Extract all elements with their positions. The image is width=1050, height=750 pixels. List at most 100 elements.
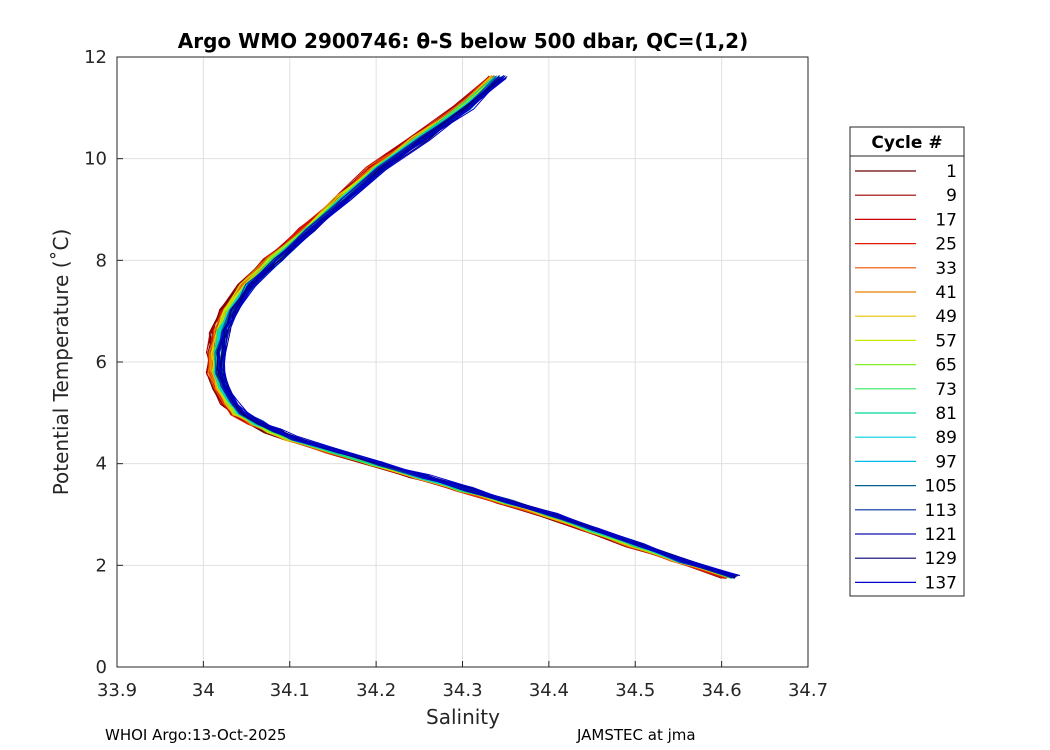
x-tick-label: 34.1 — [270, 680, 310, 701]
chart-title: Argo WMO 2900746: θ-S below 500 dbar, QC… — [178, 29, 748, 53]
profile-line-cycle-129 — [218, 76, 736, 579]
profile-line-cycle-121 — [220, 76, 733, 576]
y-tick-label: 8 — [96, 250, 107, 271]
profile-line-cycle-81 — [213, 76, 732, 576]
profile-line-cycle-89 — [213, 75, 729, 577]
x-tick-label: 34.6 — [702, 680, 742, 701]
legend-label: 49 — [935, 307, 957, 327]
y-tick-label: 6 — [96, 352, 107, 373]
profile-line-cycle-121 — [215, 76, 734, 578]
profile-line-cycle-81 — [215, 77, 732, 578]
profile-line-cycle-65 — [216, 76, 729, 576]
legend-entries: 1 9 17 25 33 41 49 57 65 73 81 89 97 105 113 121 129 137 — [855, 162, 957, 593]
profile-line-cycle-41 — [208, 75, 728, 578]
profile-line-cycle-1 — [206, 75, 721, 577]
x-tick-label: 34 — [192, 680, 215, 701]
profile-line-cycle-1 — [207, 78, 725, 579]
legend-label: 65 — [935, 356, 957, 376]
legend-label: 81 — [935, 404, 957, 424]
legend-label: 137 — [925, 573, 957, 593]
legend-label: 113 — [925, 501, 957, 521]
footer-source-date: WHOI Argo:13-Oct-2025 — [105, 726, 287, 744]
profile-line-cycle-81 — [214, 75, 733, 577]
legend-label: 73 — [935, 380, 957, 400]
x-tick-label: 34.5 — [615, 680, 655, 701]
profile-line-cycle-41 — [214, 78, 730, 576]
profile-line-cycle-9 — [210, 77, 722, 576]
profile-line-cycle-89 — [216, 76, 732, 576]
x-tick-label: 34.4 — [529, 680, 569, 701]
x-tick-label: 34.2 — [356, 680, 396, 701]
profile-line-cycle-33 — [213, 78, 731, 576]
legend-box — [849, 126, 965, 597]
profile-line-cycle-137 — [223, 74, 741, 577]
profile-line-cycle-113 — [221, 78, 736, 576]
y-axis-label: Potential Temperature (˚C) — [49, 229, 73, 496]
x-tick-label: 34.7 — [788, 680, 828, 701]
profile-line-cycle-97 — [217, 75, 734, 578]
footer-credit: JAMSTEC at jma — [577, 726, 696, 744]
profile-line-cycle-105 — [214, 77, 732, 578]
profile-line-cycle-121 — [219, 77, 735, 579]
profile-line-cycle-89 — [216, 75, 732, 578]
legend-label: 129 — [925, 549, 957, 569]
profile-line-cycle-1 — [206, 76, 724, 577]
profile-line-cycle-73 — [215, 77, 732, 577]
profile-line-cycle-57 — [213, 77, 729, 577]
profile-line-cycle-9 — [210, 78, 727, 579]
profile-line-cycle-73 — [215, 76, 734, 577]
profile-line-cycle-129 — [222, 75, 737, 578]
profile-line-cycle-89 — [215, 76, 734, 577]
profile-line-cycle-17 — [206, 77, 723, 576]
axis-ticks: 33.9 34 34.1 34.2 34.3 34.4 34.5 34.6 34.7 0 2 4 6 8 1… — [84, 47, 828, 701]
x-tick-label: 34.3 — [442, 680, 482, 701]
profile-line-cycle-97 — [217, 76, 735, 576]
legend: Cycle # 1 9 17 25 33 41 49 57 65 73 81 89 97 105 113 12… — [849, 126, 965, 597]
profile-line-cycle-89 — [221, 78, 735, 578]
profile-line-cycle-65 — [217, 76, 734, 577]
profile-lines — [205, 74, 741, 579]
profile-line-cycle-49 — [212, 77, 728, 578]
y-tick-label: 2 — [96, 555, 107, 576]
profile-line-cycle-105 — [216, 78, 735, 576]
legend-label: 41 — [935, 283, 957, 303]
legend-label: 9 — [946, 186, 957, 206]
profile-line-cycle-113 — [223, 77, 737, 578]
profile-line-cycle-1 — [205, 78, 725, 577]
profile-line-cycle-57 — [217, 77, 733, 579]
y-tick-label: 12 — [84, 47, 107, 68]
profile-line-cycle-73 — [214, 78, 733, 576]
profile-line-cycle-41 — [207, 77, 726, 577]
profile-line-cycle-25 — [209, 77, 725, 579]
profile-line-cycle-17 — [207, 76, 726, 577]
profile-line-cycle-49 — [213, 77, 729, 576]
profile-line-cycle-9 — [208, 75, 727, 576]
profile-line-cycle-137 — [220, 76, 736, 576]
profile-line-cycle-105 — [221, 76, 736, 576]
profile-line-cycle-17 — [210, 77, 726, 576]
legend-label: 105 — [925, 477, 957, 497]
profile-line-cycle-113 — [215, 75, 734, 577]
profile-line-cycle-9 — [209, 78, 725, 578]
legend-label: 97 — [935, 452, 957, 472]
profile-line-cycle-33 — [209, 75, 727, 578]
x-axis-label: Salinity — [426, 705, 500, 729]
profile-line-cycle-65 — [215, 78, 730, 576]
profile-line-cycle-105 — [218, 75, 732, 578]
profile-line-cycle-25 — [211, 79, 726, 578]
grid-lines — [116, 56, 809, 668]
profile-line-cycle-97 — [218, 76, 736, 578]
profile-line-cycle-97 — [222, 75, 735, 576]
legend-label: 17 — [935, 210, 957, 230]
profile-line-cycle-41 — [214, 77, 729, 577]
legend-title: Cycle # — [871, 133, 942, 153]
profile-line-cycle-33 — [207, 77, 725, 576]
profile-line-cycle-25 — [208, 75, 726, 576]
profile-line-cycle-65 — [212, 77, 729, 577]
profile-line-cycle-113 — [216, 76, 733, 579]
legend-label: 1 — [946, 162, 957, 182]
profile-line-cycle-129 — [217, 77, 736, 576]
profile-line-cycle-81 — [213, 78, 732, 578]
profile-line-cycle-81 — [213, 78, 731, 576]
profile-line-cycle-137 — [223, 78, 735, 578]
